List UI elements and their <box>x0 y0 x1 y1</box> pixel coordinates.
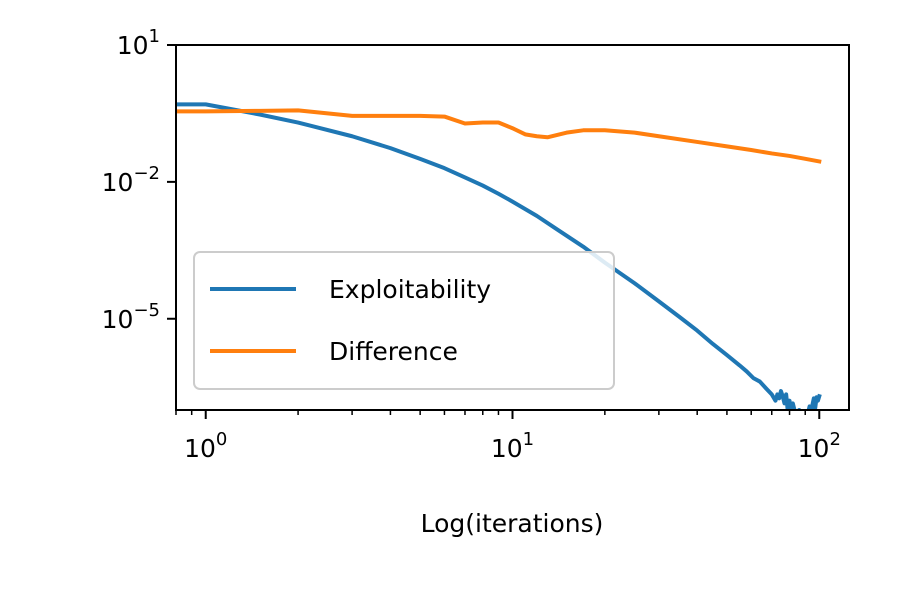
legend: Exploitability Difference <box>193 251 615 390</box>
y-tick-label: 101 <box>117 26 160 60</box>
legend-label-exploitability: Exploitability <box>329 275 491 304</box>
x-axis-label: Log(iterations) <box>421 509 604 538</box>
legend-box <box>193 251 615 390</box>
series-layer <box>176 102 822 410</box>
x-tick-label: 100 <box>184 429 227 463</box>
ticks-layer: 100 101 102 101 10−2 10−5 <box>102 26 841 463</box>
x-tick-label: 101 <box>491 429 534 463</box>
series-line-difference <box>176 108 822 164</box>
legend-label-difference: Difference <box>329 337 458 366</box>
y-tick-label: 10−5 <box>102 300 160 334</box>
series-line-exploitability <box>176 102 822 410</box>
y-tick-label: 10−2 <box>102 163 160 197</box>
x-tick-label: 102 <box>798 429 841 463</box>
